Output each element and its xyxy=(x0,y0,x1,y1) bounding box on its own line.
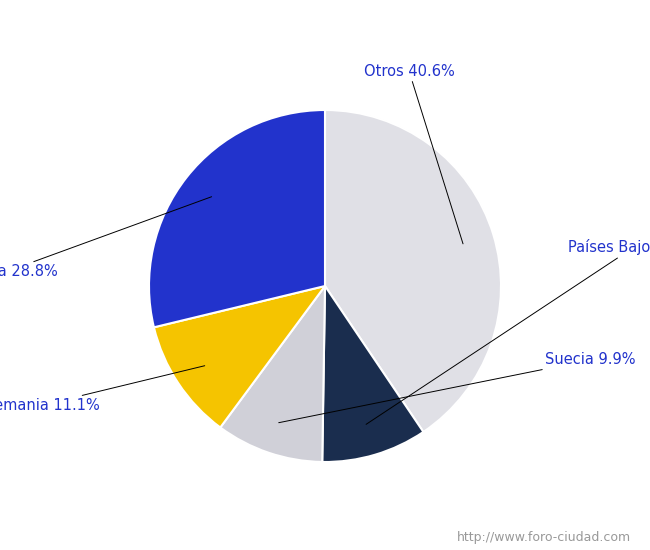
Text: Países Bajos 9.7%: Países Bajos 9.7% xyxy=(366,239,650,425)
Text: Suecia 9.9%: Suecia 9.9% xyxy=(279,353,636,423)
Wedge shape xyxy=(154,286,325,427)
Text: Alemania 11.1%: Alemania 11.1% xyxy=(0,366,205,413)
Wedge shape xyxy=(220,286,325,462)
Text: http://www.foro-ciudad.com: http://www.foro-ciudad.com xyxy=(456,531,630,544)
Wedge shape xyxy=(149,110,325,327)
Text: Otros 40.6%: Otros 40.6% xyxy=(364,64,463,244)
Text: Francia 28.8%: Francia 28.8% xyxy=(0,197,212,279)
Wedge shape xyxy=(322,286,423,462)
Text: Alfacar - Turistas extranjeros según país - Abril de 2024: Alfacar - Turistas extranjeros según paí… xyxy=(83,20,567,38)
Wedge shape xyxy=(325,110,501,432)
